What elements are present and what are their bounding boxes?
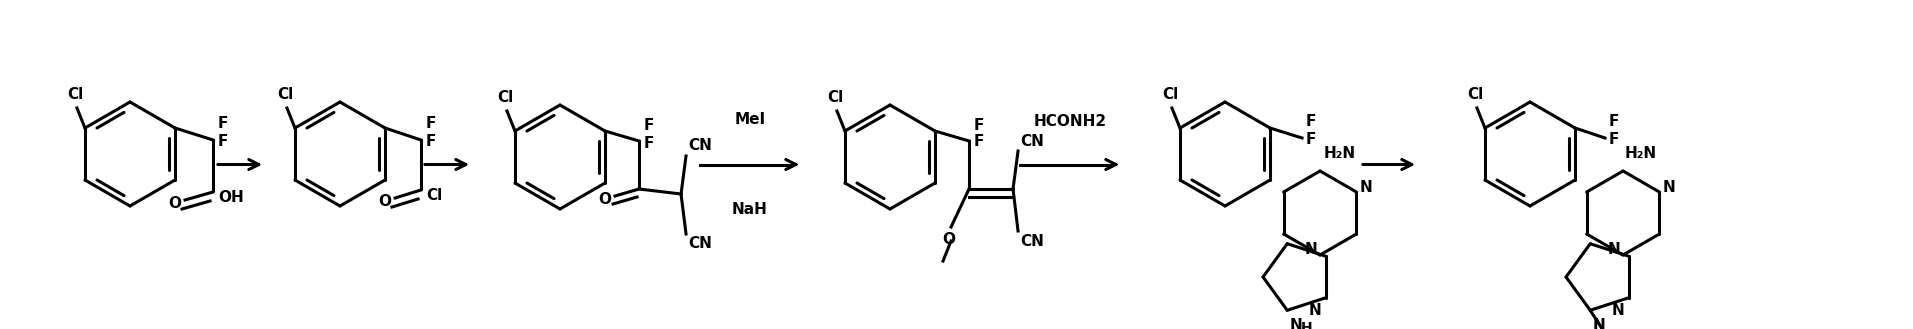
- Text: O: O: [168, 196, 182, 212]
- Text: OH: OH: [218, 190, 243, 205]
- Text: CN: CN: [1020, 234, 1044, 248]
- Text: Cl: Cl: [497, 90, 513, 105]
- Text: NaH: NaH: [733, 203, 767, 217]
- Text: N: N: [1607, 242, 1620, 258]
- Text: CN: CN: [689, 139, 712, 154]
- Text: Cl: Cl: [67, 87, 82, 102]
- Text: F: F: [974, 117, 985, 133]
- Text: F: F: [1609, 114, 1620, 129]
- Text: Cl: Cl: [1161, 87, 1178, 102]
- Text: N: N: [1360, 180, 1372, 194]
- Text: F: F: [427, 135, 436, 149]
- Text: N: N: [1662, 180, 1676, 194]
- Text: N: N: [1305, 242, 1316, 258]
- Text: N: N: [1592, 318, 1605, 329]
- Text: O: O: [379, 194, 390, 210]
- Text: F: F: [645, 136, 654, 150]
- Text: F: F: [427, 116, 436, 132]
- Text: H₂N: H₂N: [1324, 146, 1356, 162]
- Text: N: N: [1308, 303, 1322, 317]
- Text: H: H: [1301, 321, 1312, 329]
- Text: HCONH2: HCONH2: [1033, 114, 1106, 130]
- Text: F: F: [1307, 114, 1316, 130]
- Text: Cl: Cl: [427, 188, 442, 203]
- Text: F: F: [1609, 132, 1620, 146]
- Text: F: F: [645, 118, 654, 134]
- Text: F: F: [974, 135, 985, 149]
- Text: N: N: [1611, 303, 1624, 317]
- Text: CN: CN: [689, 237, 712, 251]
- Text: Cl: Cl: [1467, 87, 1483, 102]
- Text: O: O: [943, 232, 955, 247]
- Text: O: O: [599, 191, 610, 207]
- Text: MeI: MeI: [735, 112, 765, 126]
- Text: Cl: Cl: [277, 87, 293, 102]
- Text: CN: CN: [1020, 134, 1044, 148]
- Text: F: F: [218, 116, 228, 132]
- Text: F: F: [1307, 132, 1316, 146]
- Text: H₂N: H₂N: [1624, 145, 1657, 161]
- Text: N: N: [1289, 318, 1303, 329]
- Text: F: F: [218, 135, 228, 149]
- Text: Cl: Cl: [826, 90, 844, 105]
